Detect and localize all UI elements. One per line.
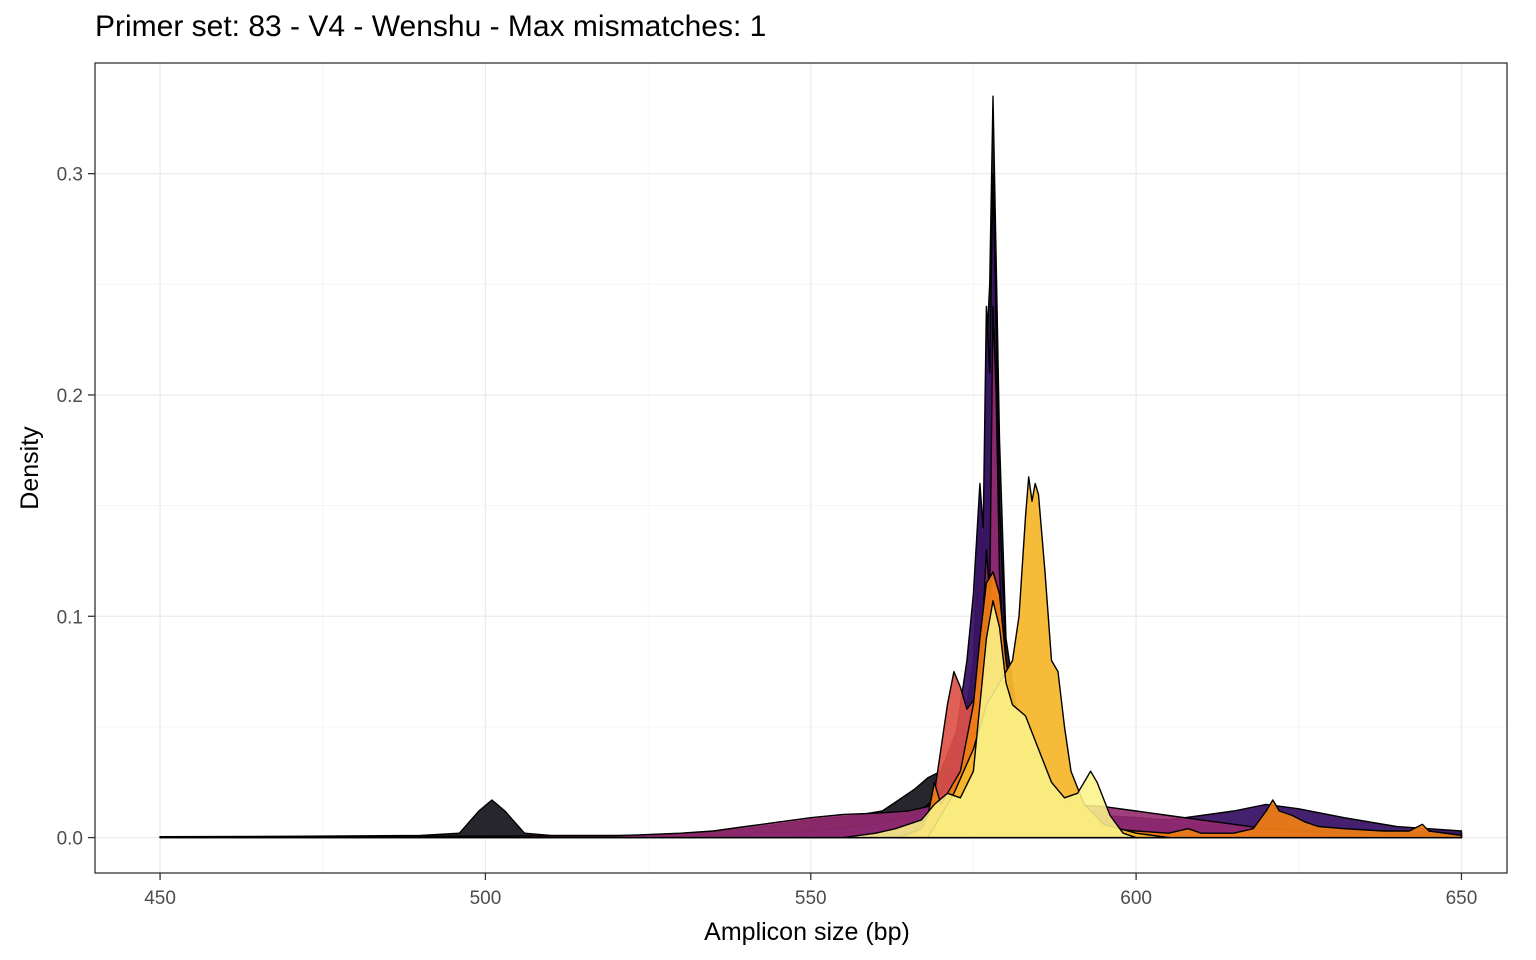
density-series — [159, 95, 1463, 839]
plot-panel-border — [94, 62, 1508, 874]
plot-panel-background — [95, 63, 1507, 873]
y-tick-label: 0.2 — [57, 386, 83, 407]
x-tick-label: 600 — [1120, 888, 1152, 909]
x-axis-title: Amplicon size (bp) — [704, 918, 910, 946]
density-series-7 — [842, 600, 1137, 839]
chart-title: Primer set: 83 - V4 - Wenshu - Max misma… — [95, 10, 767, 43]
x-tick-label: 500 — [470, 888, 502, 909]
y-axis-title: Density — [16, 426, 44, 510]
x-tick-label: 450 — [144, 888, 176, 909]
x-tick-label: 650 — [1446, 888, 1478, 909]
y-tick-label: 0.0 — [57, 829, 83, 850]
y-axis: 0.0 0.1 0.2 0.3 — [57, 165, 95, 850]
x-axis: 450 500 550 600 650 — [144, 873, 1477, 909]
x-tick-label: 550 — [795, 888, 827, 909]
y-tick-label: 0.1 — [57, 607, 83, 628]
grid-lines — [95, 63, 1507, 873]
y-tick-label: 0.3 — [57, 165, 83, 186]
